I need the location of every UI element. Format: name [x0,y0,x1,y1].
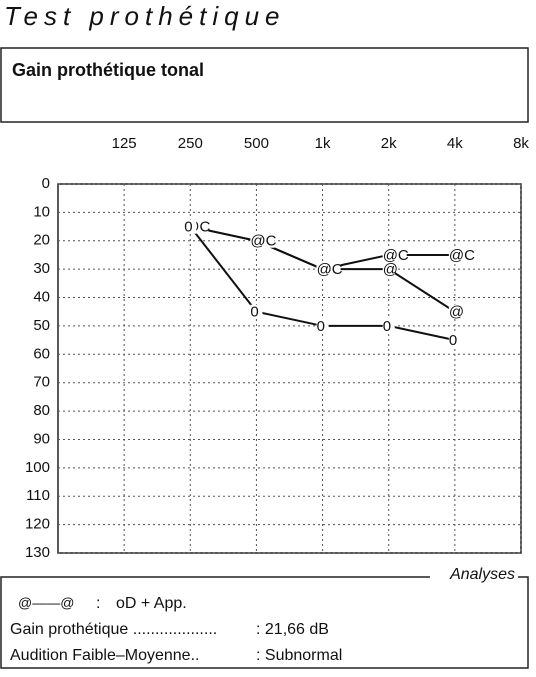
y-tick-label: 70 [33,374,50,391]
x-tick-label: 1k [315,135,331,152]
y-tick-label: 120 [25,516,50,533]
x-tick-label: 500 [244,135,269,152]
plot-frame [57,183,522,554]
point: @ [382,261,398,278]
point-marker: @C [383,247,409,264]
point-bg [382,247,407,262]
point-marker: 0 [317,318,325,335]
y-tick-label: 100 [25,459,50,476]
y-tick-label: 60 [33,345,50,362]
point-bg [316,318,329,333]
point: 0 [448,332,461,349]
subtitle-box [0,47,529,123]
y-tick-label: 30 [33,260,50,277]
point-marker: @ [317,261,332,278]
point-bg [448,304,461,319]
point: @C [382,247,409,264]
point-marker: 0 [184,219,192,236]
point-bg [250,233,263,248]
y-tick-label: 90 [33,430,50,447]
point-bg [382,318,395,333]
point: @ [448,304,464,321]
point: 0 [184,219,197,236]
legend-symbol: @——@ [18,595,74,611]
x-tick-label: 125 [112,135,137,152]
point: 0 [316,318,329,335]
analyses-box [0,576,529,669]
x-tick-label: 8k [513,135,529,152]
point-bg [184,219,197,234]
legend-sep: : [96,595,100,612]
y-tick-label: 50 [33,317,50,334]
y-tick-label: 80 [33,402,50,419]
y-tick-label: 0 [42,175,50,192]
row-label: Gain prothétique ................... [10,621,217,638]
analyses-title: Analyses [449,566,515,583]
point: @ [316,261,332,278]
row-value: : Subnormal [256,647,342,664]
point: 0 [382,318,395,335]
analyses-title-bg [430,566,518,584]
point-bg [316,262,329,277]
row-label: Audition Faible–Moyenne.. [10,647,199,664]
point-bg [250,304,263,319]
legend-label: oD + App. [116,595,187,612]
point-marker: @ [449,304,464,321]
chart: 125 250 500 1k 2k 4k 8k 0 10 20 30 40 50 60 70 80 90 100 1… [25,135,529,561]
x-tick-label: 2k [381,135,397,152]
point-marker: @ [250,233,265,250]
point-bg [382,262,395,277]
x-tick-label: 4k [447,135,463,152]
point-bg [448,247,473,262]
point-marker: @C [449,247,475,264]
point-marker: 0 [449,332,457,349]
y-tick-label: 110 [26,487,50,504]
y-tick-label: 20 [33,232,50,249]
row-value: : 21,66 dB [256,621,329,638]
y-tick-label: 40 [33,289,50,306]
y-tick-label: 10 [33,203,50,220]
point-bg [448,333,461,348]
point-marker: @ [383,261,398,278]
point: @C [448,247,475,264]
page-title: Test prothétique [4,1,286,31]
point-marker: 0 [383,318,391,335]
point: @ [250,233,266,250]
subtitle: Gain prothétique tonal [12,60,204,80]
y-tick-label: 130 [25,544,50,561]
x-tick-label: 250 [178,135,203,152]
point: 0 [250,304,263,321]
point-marker: 0 [250,304,258,321]
